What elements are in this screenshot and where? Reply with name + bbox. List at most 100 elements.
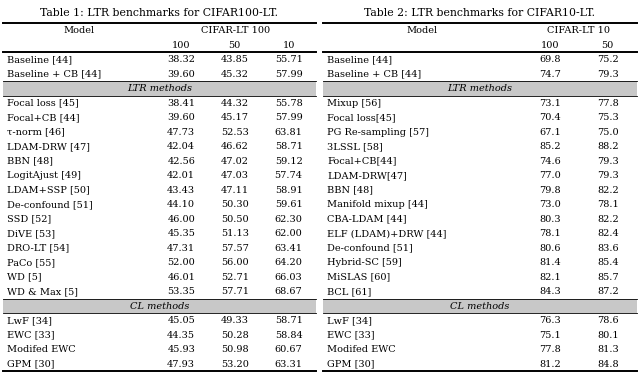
Text: Table 2: LTR benchmarks for CIFAR10-LT.: Table 2: LTR benchmarks for CIFAR10-LT. <box>365 8 595 18</box>
Text: WD & Max [5]: WD & Max [5] <box>7 287 78 296</box>
Text: WD [5]: WD [5] <box>7 273 42 282</box>
Text: 79.3: 79.3 <box>597 171 619 180</box>
Text: 57.74: 57.74 <box>275 171 303 180</box>
Text: 44.35: 44.35 <box>167 330 195 339</box>
Text: 52.71: 52.71 <box>221 273 249 282</box>
Text: 63.81: 63.81 <box>275 128 303 136</box>
Text: EWC [33]: EWC [33] <box>7 330 54 339</box>
Text: Focal+CB[44]: Focal+CB[44] <box>327 156 396 165</box>
Text: Table 1: LTR benchmarks for CIFAR100-LT.: Table 1: LTR benchmarks for CIFAR100-LT. <box>40 8 278 18</box>
Bar <box>3 81 316 96</box>
Text: Modifed EWC: Modifed EWC <box>327 345 396 354</box>
Text: 63.31: 63.31 <box>275 360 303 369</box>
Text: GPM [30]: GPM [30] <box>327 360 374 369</box>
Text: 42.56: 42.56 <box>167 156 195 165</box>
Text: 78.1: 78.1 <box>597 200 619 209</box>
Bar <box>323 81 637 96</box>
Text: Baseline [44]: Baseline [44] <box>327 55 392 64</box>
Text: De-confound [51]: De-confound [51] <box>7 200 93 209</box>
Text: Modifed EWC: Modifed EWC <box>7 345 76 354</box>
Text: 53.35: 53.35 <box>167 287 195 296</box>
Text: τ-norm [46]: τ-norm [46] <box>7 128 65 136</box>
Text: 46.62: 46.62 <box>221 142 249 151</box>
Text: 47.31: 47.31 <box>167 243 195 252</box>
Text: PG Re-sampling [57]: PG Re-sampling [57] <box>327 128 429 136</box>
Text: LDAM+SSP [50]: LDAM+SSP [50] <box>7 186 90 195</box>
Text: 44.10: 44.10 <box>167 200 195 209</box>
Text: LDAM-DRW [47]: LDAM-DRW [47] <box>7 142 90 151</box>
Text: 75.3: 75.3 <box>597 113 619 122</box>
Text: 80.3: 80.3 <box>539 214 561 223</box>
Text: 79.3: 79.3 <box>597 156 619 165</box>
Text: 77.8: 77.8 <box>597 99 619 108</box>
Text: 46.01: 46.01 <box>167 273 195 282</box>
Text: 10: 10 <box>282 41 295 50</box>
Text: 82.2: 82.2 <box>597 186 619 195</box>
Text: 45.17: 45.17 <box>221 113 249 122</box>
Text: Focal+CB [44]: Focal+CB [44] <box>7 113 79 122</box>
Text: CIFAR-LT 10: CIFAR-LT 10 <box>547 26 611 35</box>
Text: 81.2: 81.2 <box>539 360 561 369</box>
Text: 56.00: 56.00 <box>221 258 248 267</box>
Text: 52.00: 52.00 <box>167 258 195 267</box>
Text: 100: 100 <box>172 41 191 50</box>
Text: CIFAR-LT 100: CIFAR-LT 100 <box>200 26 269 35</box>
Text: 79.3: 79.3 <box>597 69 619 78</box>
Text: ELF (LDAM)+DRW [44]: ELF (LDAM)+DRW [44] <box>327 229 447 238</box>
Text: 63.41: 63.41 <box>275 243 303 252</box>
Text: 39.60: 39.60 <box>167 69 195 78</box>
Text: 3LSSL [58]: 3LSSL [58] <box>327 142 383 151</box>
Text: 42.01: 42.01 <box>167 171 195 180</box>
Text: 77.0: 77.0 <box>539 171 561 180</box>
Text: BBN [48]: BBN [48] <box>327 186 373 195</box>
Text: 85.2: 85.2 <box>539 142 561 151</box>
Text: 47.02: 47.02 <box>221 156 249 165</box>
Text: 49.33: 49.33 <box>221 316 249 325</box>
Text: 69.8: 69.8 <box>539 55 561 64</box>
Text: LogitAjust [49]: LogitAjust [49] <box>7 171 81 180</box>
Text: 45.32: 45.32 <box>221 69 249 78</box>
Text: 58.71: 58.71 <box>275 142 303 151</box>
Text: 68.67: 68.67 <box>275 287 303 296</box>
Text: 85.4: 85.4 <box>597 258 619 267</box>
Text: 47.11: 47.11 <box>221 186 249 195</box>
Text: 47.73: 47.73 <box>167 128 195 136</box>
Text: 57.99: 57.99 <box>275 69 303 78</box>
Text: EWC [33]: EWC [33] <box>327 330 374 339</box>
Text: Manifold mixup [44]: Manifold mixup [44] <box>327 200 428 209</box>
Text: 75.2: 75.2 <box>597 55 619 64</box>
Text: 84.3: 84.3 <box>539 287 561 296</box>
Text: LwF [34]: LwF [34] <box>7 316 52 325</box>
Text: GPM [30]: GPM [30] <box>7 360 54 369</box>
Text: 62.00: 62.00 <box>275 229 303 238</box>
Text: 88.2: 88.2 <box>597 142 619 151</box>
Text: Model: Model <box>406 26 438 35</box>
Text: LTR methods: LTR methods <box>447 84 513 93</box>
Text: 80.1: 80.1 <box>597 330 619 339</box>
Text: CBA-LDAM [44]: CBA-LDAM [44] <box>327 214 406 223</box>
Text: 73.0: 73.0 <box>539 200 561 209</box>
Text: BCL [61]: BCL [61] <box>327 287 371 296</box>
Text: 84.8: 84.8 <box>597 360 619 369</box>
Text: LTR methods: LTR methods <box>127 84 192 93</box>
Text: 78.6: 78.6 <box>597 316 619 325</box>
Text: 43.85: 43.85 <box>221 55 249 64</box>
Text: 81.4: 81.4 <box>539 258 561 267</box>
Text: 66.03: 66.03 <box>275 273 303 282</box>
Text: CL methods: CL methods <box>451 302 509 310</box>
Text: 57.71: 57.71 <box>221 287 249 296</box>
Text: 50.98: 50.98 <box>221 345 248 354</box>
Text: BBN [48]: BBN [48] <box>7 156 53 165</box>
Text: 58.84: 58.84 <box>275 330 303 339</box>
Text: Focal loss [45]: Focal loss [45] <box>7 99 79 108</box>
Text: 78.1: 78.1 <box>539 229 561 238</box>
Text: Hybrid-SC [59]: Hybrid-SC [59] <box>327 258 402 267</box>
Text: 67.1: 67.1 <box>539 128 561 136</box>
Text: 43.43: 43.43 <box>167 186 195 195</box>
Text: DiVE [53]: DiVE [53] <box>7 229 55 238</box>
Text: Baseline + CB [44]: Baseline + CB [44] <box>7 69 101 78</box>
Text: Focal loss[45]: Focal loss[45] <box>327 113 396 122</box>
Text: 82.1: 82.1 <box>539 273 561 282</box>
Text: 58.71: 58.71 <box>275 316 303 325</box>
Text: 55.78: 55.78 <box>275 99 303 108</box>
